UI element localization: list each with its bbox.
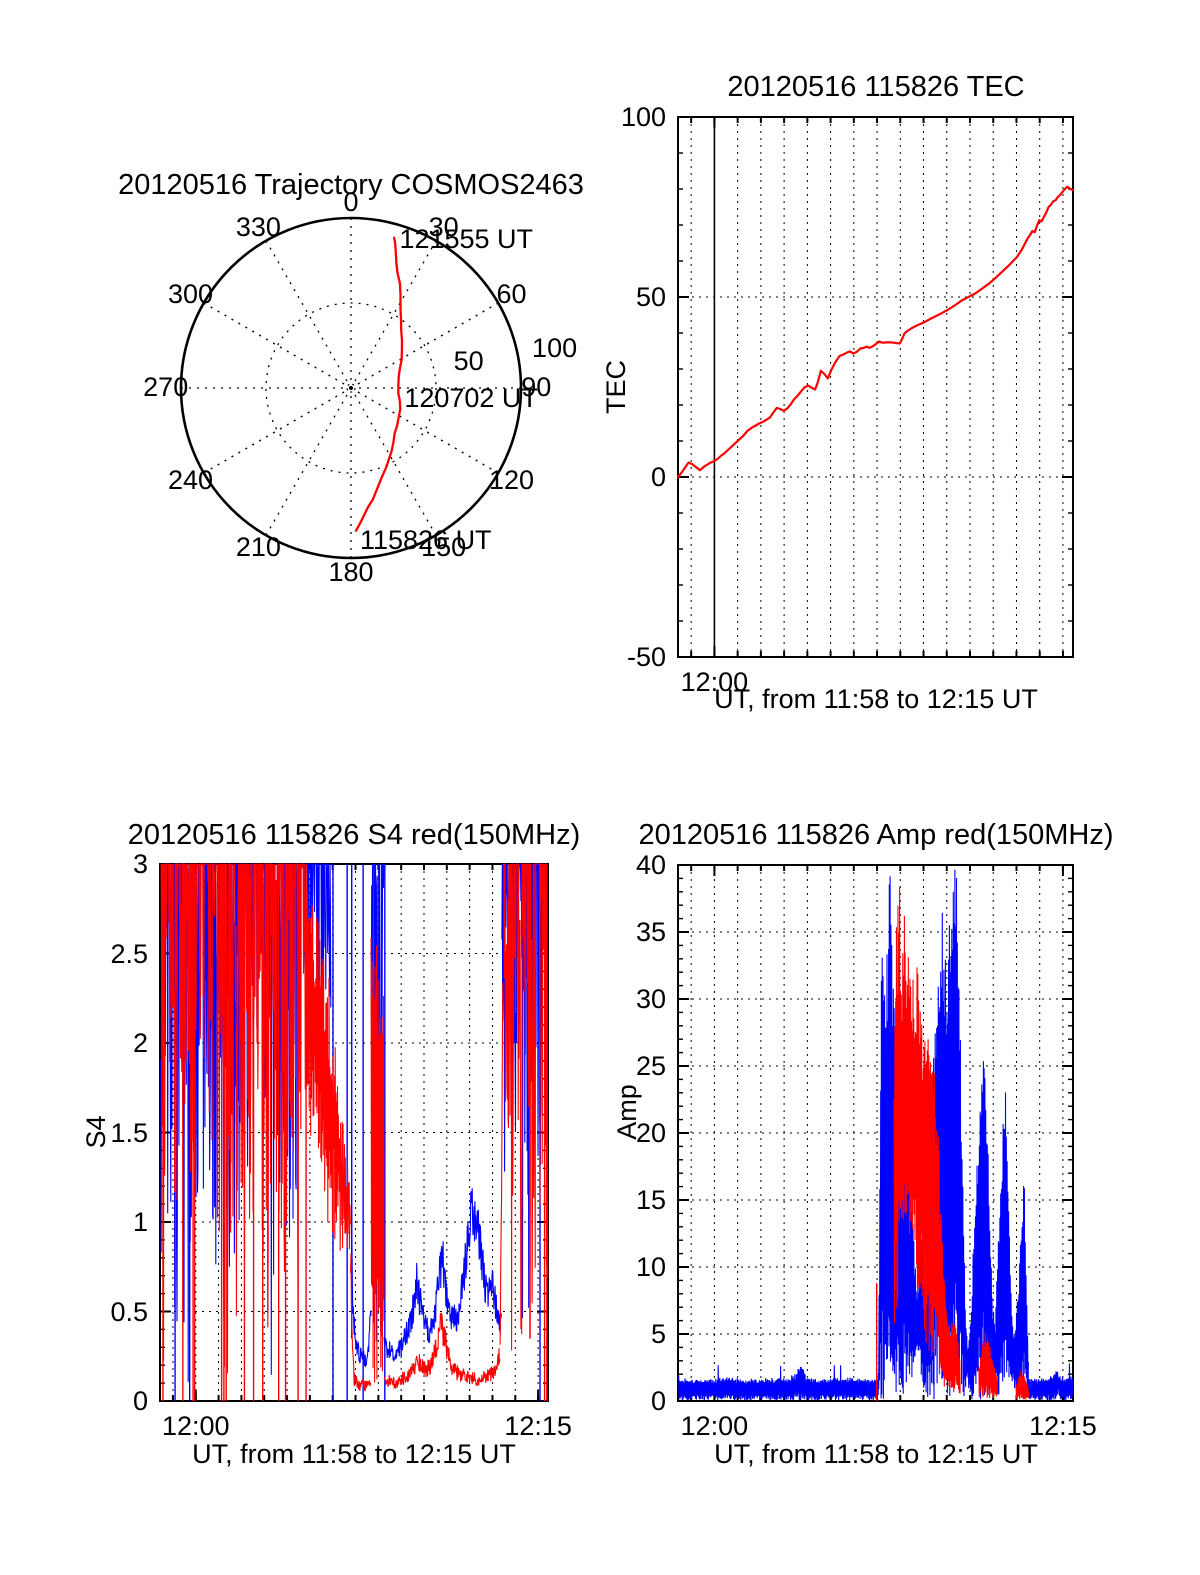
amp-title: 20120516 115826 Amp red(150MHz): [638, 819, 1114, 851]
y-tick-label: 2: [132, 1028, 148, 1058]
y-tick-label: 30: [635, 984, 666, 1014]
y-tick-label: 1.5: [110, 1117, 148, 1148]
x-tick-label: 12:15: [1029, 1411, 1097, 1441]
trajectory-title: 20120516 Trajectory COSMOS2463: [118, 169, 584, 201]
y-tick-label: -50: [626, 642, 666, 672]
tec-chart: [676, 116, 1075, 658]
s4-x-axis-label: UT, from 11:58 to 12:15 UT: [192, 1439, 516, 1469]
trajectory-annotation-end-time: 121555 UT: [399, 224, 534, 255]
azimuth-tick-label: 30: [428, 211, 459, 242]
azimuth-tick-label: 210: [235, 532, 281, 563]
y-tick-label: 0: [132, 1386, 148, 1416]
y-tick-label: 35: [635, 917, 666, 947]
azimuth-tick-label: 120: [488, 464, 534, 495]
s4-title: 20120516 115826 S4 red(150MHz): [127, 819, 581, 851]
y-tick-label: 2.5: [110, 938, 148, 969]
amp-chart: [677, 864, 1074, 1402]
azimuth-tick-label: 330: [235, 211, 281, 242]
y-tick-label: 20: [635, 1118, 666, 1148]
trajectory-annotation-mid-time: 120702 UT: [404, 382, 538, 413]
y-tick-label: 10: [635, 1252, 666, 1282]
y-tick-label: 0: [650, 462, 666, 492]
y-tick-label: 0.5: [110, 1296, 148, 1327]
azimuth-tick-label: 0: [343, 186, 359, 217]
y-tick-label: 3: [132, 849, 148, 879]
tec-y-axis-label: TEC: [601, 360, 631, 414]
azimuth-tick-label: 240: [167, 464, 214, 495]
x-tick-label: 12:00: [161, 1411, 230, 1441]
x-tick-label: 12:15: [504, 1411, 572, 1441]
radial-tick-label: 50: [453, 345, 484, 376]
x-tick-label: 12:00: [680, 1411, 749, 1441]
amp-x-axis-label: UT, from 11:58 to 12:15 UT: [714, 1439, 1038, 1469]
y-tick-label: 1: [132, 1207, 148, 1237]
tec-x-axis-label: UT, from 11:58 to 12:15 UT: [714, 684, 1038, 714]
y-tick-label: 5: [650, 1319, 666, 1349]
y-tick-label: 0: [650, 1386, 666, 1416]
azimuth-tick-label: 180: [328, 557, 374, 588]
y-tick-label: 40: [635, 850, 666, 880]
tec-title: 20120516 115826 TEC: [727, 71, 1025, 103]
azimuth-tick-label: 300: [167, 279, 214, 310]
radial-tick-label: 100: [532, 333, 578, 364]
azimuth-tick-label: 150: [421, 532, 467, 563]
x-tick-label: 12:00: [680, 667, 749, 697]
azimuth-tick-label: 60: [496, 279, 527, 310]
s4-chart: [159, 862, 549, 1402]
azimuth-tick-label: 90: [521, 372, 552, 402]
y-tick-label: 100: [620, 102, 666, 132]
azimuth-tick-label: 270: [143, 372, 189, 402]
trajectory-annotation-start-time: 115826 UT: [359, 524, 492, 555]
trajectory-polar-chart: [179, 216, 523, 560]
y-tick-label: 25: [635, 1051, 666, 1081]
y-tick-label: 15: [635, 1185, 666, 1215]
y-tick-label: 50: [635, 282, 666, 312]
